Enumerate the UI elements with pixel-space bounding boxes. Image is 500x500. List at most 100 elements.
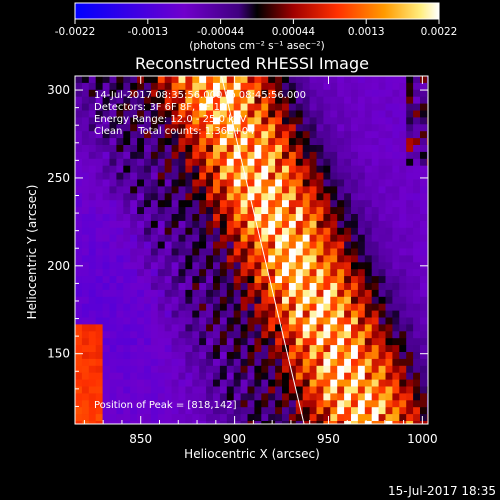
heatmap-cell <box>254 158 262 167</box>
heatmap-cell <box>206 289 214 298</box>
heatmap-cell <box>337 255 345 263</box>
heatmap-cell <box>295 234 304 242</box>
heatmap-cell <box>150 158 159 167</box>
heatmap-cell <box>192 103 200 111</box>
heatmap-cell <box>116 379 124 387</box>
heatmap-cell <box>130 310 138 318</box>
heatmap-cell <box>233 276 241 284</box>
heatmap-cell <box>178 193 186 201</box>
heatmap-cell <box>185 248 193 256</box>
heatmap-cell <box>95 103 103 111</box>
heatmap-cell <box>282 227 290 236</box>
heatmap-cell <box>171 358 179 367</box>
heatmap-cell <box>261 414 269 422</box>
heatmap-cell <box>371 200 379 208</box>
heatmap-cell <box>330 110 338 118</box>
heatmap-cell <box>357 386 366 394</box>
heatmap-cell <box>213 138 221 146</box>
heatmap-cell <box>233 207 241 215</box>
heatmap-cell <box>75 303 83 311</box>
heatmap-cell <box>178 179 186 187</box>
heatmap-cell <box>323 193 331 201</box>
heatmap-cell <box>213 372 221 380</box>
heatmap-cell <box>88 421 97 424</box>
heatmap-cell <box>351 110 359 118</box>
heatmap-cell <box>130 207 138 215</box>
heatmap-cell <box>185 200 193 208</box>
heatmap-cell <box>226 379 235 387</box>
heatmap-cell <box>399 103 407 111</box>
heatmap-cell <box>282 103 290 111</box>
heatmap-cell <box>206 151 214 160</box>
heatmap-cell <box>413 262 421 270</box>
heatmap-cell <box>309 283 317 291</box>
heatmap-cell <box>275 386 283 394</box>
heatmap-cell <box>164 269 172 277</box>
heatmap-cell <box>357 324 366 332</box>
heatmap-cell <box>385 158 393 167</box>
heatmap-cell <box>323 331 331 339</box>
heatmap-cell <box>406 358 414 367</box>
heatmap-cell <box>116 241 124 249</box>
heatmap-cell <box>88 82 97 91</box>
heatmap-cell <box>288 379 297 387</box>
heatmap-cell <box>240 138 248 146</box>
heatmap-cell <box>75 179 83 187</box>
heatmap-cell <box>171 89 179 98</box>
heatmap-cell <box>413 269 421 277</box>
heatmap-cell <box>157 110 166 118</box>
heatmap-cell <box>226 345 235 353</box>
heatmap-cell <box>302 248 310 256</box>
heatmap-cell <box>288 324 297 332</box>
heatmap-cell <box>102 193 110 201</box>
y-axis-label: Heliocentric Y (arcsec) <box>25 185 39 320</box>
heatmap-cell <box>157 365 166 374</box>
heatmap-cell <box>233 241 241 249</box>
heatmap-cell <box>219 131 228 139</box>
heatmap-cell <box>323 165 331 173</box>
heatmap-cell <box>185 227 193 236</box>
heatmap-cell <box>123 324 131 332</box>
heatmap-cell <box>323 241 331 249</box>
heatmap-cell <box>426 117 428 125</box>
heatmap-cell <box>288 193 297 201</box>
heatmap-cell <box>392 303 400 311</box>
heatmap-cell <box>81 124 90 132</box>
heatmap-cell <box>337 269 345 277</box>
heatmap-cell <box>268 96 276 104</box>
heatmap-cell <box>150 317 159 325</box>
heatmap-cell <box>171 393 179 401</box>
heatmap-cell <box>185 310 193 318</box>
heatmap-cell <box>275 331 283 339</box>
heatmap-cell <box>102 241 110 249</box>
heatmap-cell <box>233 289 241 298</box>
heatmap-cell <box>282 241 290 249</box>
heatmap-cell <box>171 158 179 167</box>
heatmap-cell <box>364 220 373 229</box>
heatmap-cell <box>199 262 207 270</box>
heatmap-cell <box>426 179 428 187</box>
heatmap-cell <box>75 324 83 332</box>
heatmap-cell <box>137 310 145 318</box>
heatmap-cell <box>95 227 103 236</box>
heatmap-cell <box>371 393 379 401</box>
heatmap-cell <box>178 241 186 249</box>
heatmap-cell <box>323 276 331 284</box>
heatmap-cell <box>309 124 317 132</box>
heatmap-cell <box>178 379 186 387</box>
heatmap-cell <box>95 338 103 346</box>
heatmap-cell <box>164 117 172 125</box>
heatmap-cell <box>344 234 352 242</box>
heatmap-cell <box>157 76 166 84</box>
heatmap-cell <box>150 414 159 422</box>
heatmap-cell <box>275 352 283 360</box>
heatmap-cell <box>351 345 359 353</box>
heatmap-cell <box>116 365 124 374</box>
heatmap-cell <box>295 276 304 284</box>
heatmap-cell <box>116 407 124 415</box>
heatmap-cell <box>371 145 379 153</box>
heatmap-cell <box>288 296 297 305</box>
heatmap-cell <box>378 365 386 374</box>
heatmap-cell <box>316 289 324 298</box>
